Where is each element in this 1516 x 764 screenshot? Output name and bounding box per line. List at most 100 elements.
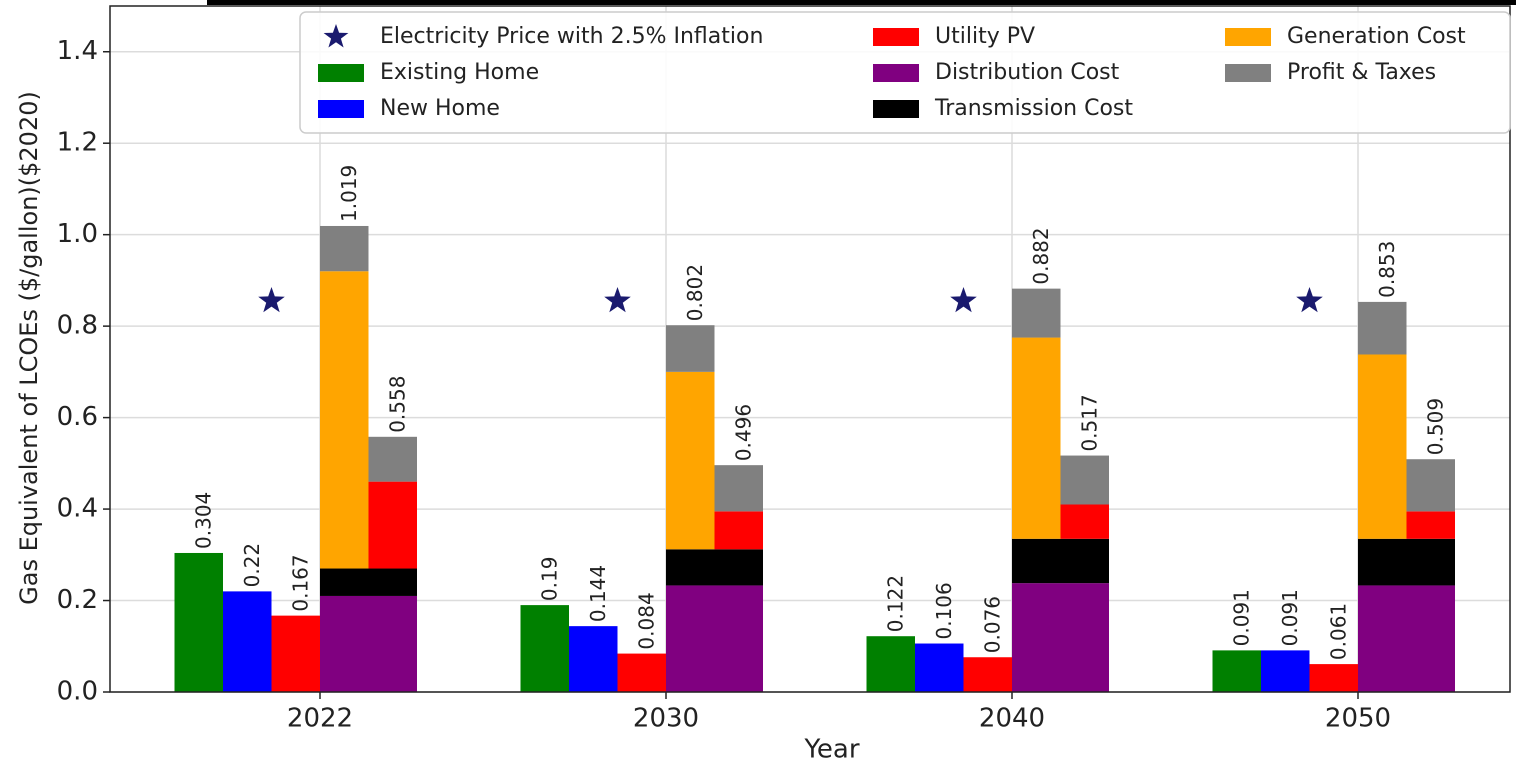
value-label: 1.019 xyxy=(337,165,361,222)
stack-segment xyxy=(1012,288,1061,338)
value-label: 0.076 xyxy=(980,596,1004,653)
stack-segment xyxy=(368,595,417,692)
stack-segment xyxy=(714,465,763,512)
stack-segment xyxy=(666,325,715,372)
value-label: 0.853 xyxy=(1375,241,1399,298)
value-label: 0.802 xyxy=(683,264,707,321)
bar xyxy=(1309,664,1358,692)
stack-segment xyxy=(666,549,715,586)
legend: Electricity Price with 2.5% Inflation Exi… xyxy=(299,11,1511,134)
legend-swatch xyxy=(318,100,364,118)
y-tick-label: 0.8 xyxy=(57,311,98,341)
bar xyxy=(1261,650,1310,692)
star-marker xyxy=(258,287,285,313)
top-edge xyxy=(207,0,1516,5)
legend-label: Profit & Taxes xyxy=(1287,60,1436,85)
value-label: 0.304 xyxy=(191,492,215,549)
value-label: 0.091 xyxy=(1278,589,1302,646)
legend-label: Utility PV xyxy=(935,24,1035,49)
legend-marker xyxy=(323,24,349,48)
y-tick-label: 1.2 xyxy=(57,128,98,158)
y-axis-label: Gas Equivalent of LCOEs ($/gallon)($2020… xyxy=(15,91,43,605)
value-label: 0.558 xyxy=(385,376,409,433)
stack-segment xyxy=(320,568,369,596)
bar xyxy=(174,552,223,692)
value-label: 0.106 xyxy=(932,582,956,639)
value-label: 0.122 xyxy=(883,575,907,632)
star-marker xyxy=(950,287,977,313)
x-axis-label: Year xyxy=(803,735,859,764)
legend-swatch xyxy=(873,64,919,82)
bar xyxy=(1212,650,1261,692)
value-label: 0.517 xyxy=(1077,394,1101,451)
stack-segment xyxy=(714,585,763,692)
stack-segment xyxy=(320,225,369,272)
bar xyxy=(520,605,569,692)
stack-segment xyxy=(1406,585,1455,692)
x-tick-label: 2030 xyxy=(633,704,699,734)
stack-segment xyxy=(1012,583,1061,692)
stack-segment xyxy=(714,511,763,550)
stack-segment xyxy=(368,436,417,482)
x-tick-label: 2050 xyxy=(1325,704,1391,734)
legend-swatch xyxy=(1225,28,1271,46)
stack-segment xyxy=(320,271,369,569)
legend-swatch xyxy=(318,64,364,82)
stack-segment xyxy=(1012,337,1061,539)
stack-segment xyxy=(368,568,417,596)
stack-segment xyxy=(666,585,715,692)
stack-segment xyxy=(1358,301,1407,355)
legend-label: Generation Cost xyxy=(1287,24,1466,49)
value-label: 0.509 xyxy=(1423,398,1447,455)
star-marker xyxy=(604,287,631,313)
bar xyxy=(271,615,320,692)
stack-segment xyxy=(1012,538,1061,584)
legend-label: Existing Home xyxy=(380,60,539,85)
stack-segment xyxy=(1406,459,1455,512)
bar xyxy=(223,591,272,692)
value-label: 0.167 xyxy=(288,554,312,611)
stack-segment xyxy=(1060,538,1109,584)
stack-segment xyxy=(320,595,369,692)
value-label: 0.19 xyxy=(537,557,561,602)
legend-label: Transmission Cost xyxy=(934,96,1133,121)
y-tick-label: 0.2 xyxy=(57,585,98,615)
legend-swatch xyxy=(1225,64,1271,82)
bar xyxy=(569,626,618,692)
stack-segment xyxy=(714,549,763,586)
x-tick-label: 2040 xyxy=(979,704,1045,734)
stack-segment xyxy=(368,481,417,569)
stack-segment xyxy=(1060,504,1109,539)
bar xyxy=(915,643,964,692)
bar xyxy=(617,653,666,692)
star-marker xyxy=(1296,287,1323,313)
value-label: 0.496 xyxy=(731,404,755,461)
y-tick-label: 0.0 xyxy=(57,677,98,707)
stack-segment xyxy=(1060,455,1109,505)
y-tick-label: 1.4 xyxy=(57,36,98,66)
bar xyxy=(963,657,1012,692)
legend-label: Distribution Cost xyxy=(935,60,1120,85)
value-label: 0.084 xyxy=(634,592,658,649)
stack-segment xyxy=(666,371,715,550)
legend-label: New Home xyxy=(380,96,500,121)
legend-label: Electricity Price with 2.5% Inflation xyxy=(380,24,763,49)
stack-segment xyxy=(1406,511,1455,539)
stack-segment xyxy=(1060,583,1109,692)
stack-segment xyxy=(1358,354,1407,539)
y-tick-label: 0.4 xyxy=(57,494,98,524)
stack-segment xyxy=(1358,585,1407,692)
value-label: 0.061 xyxy=(1326,603,1350,660)
y-tick-label: 1.0 xyxy=(57,219,98,249)
value-label: 0.882 xyxy=(1029,227,1053,284)
stack-segment xyxy=(1406,538,1455,586)
bar xyxy=(866,636,915,692)
plot-frame xyxy=(109,5,1511,693)
value-label: 0.091 xyxy=(1229,589,1253,646)
value-label: 0.144 xyxy=(586,565,610,622)
legend-swatch xyxy=(873,28,919,46)
y-tick-label: 0.6 xyxy=(57,402,98,432)
legend-swatch xyxy=(873,100,919,118)
x-tick-label: 2022 xyxy=(287,704,353,734)
